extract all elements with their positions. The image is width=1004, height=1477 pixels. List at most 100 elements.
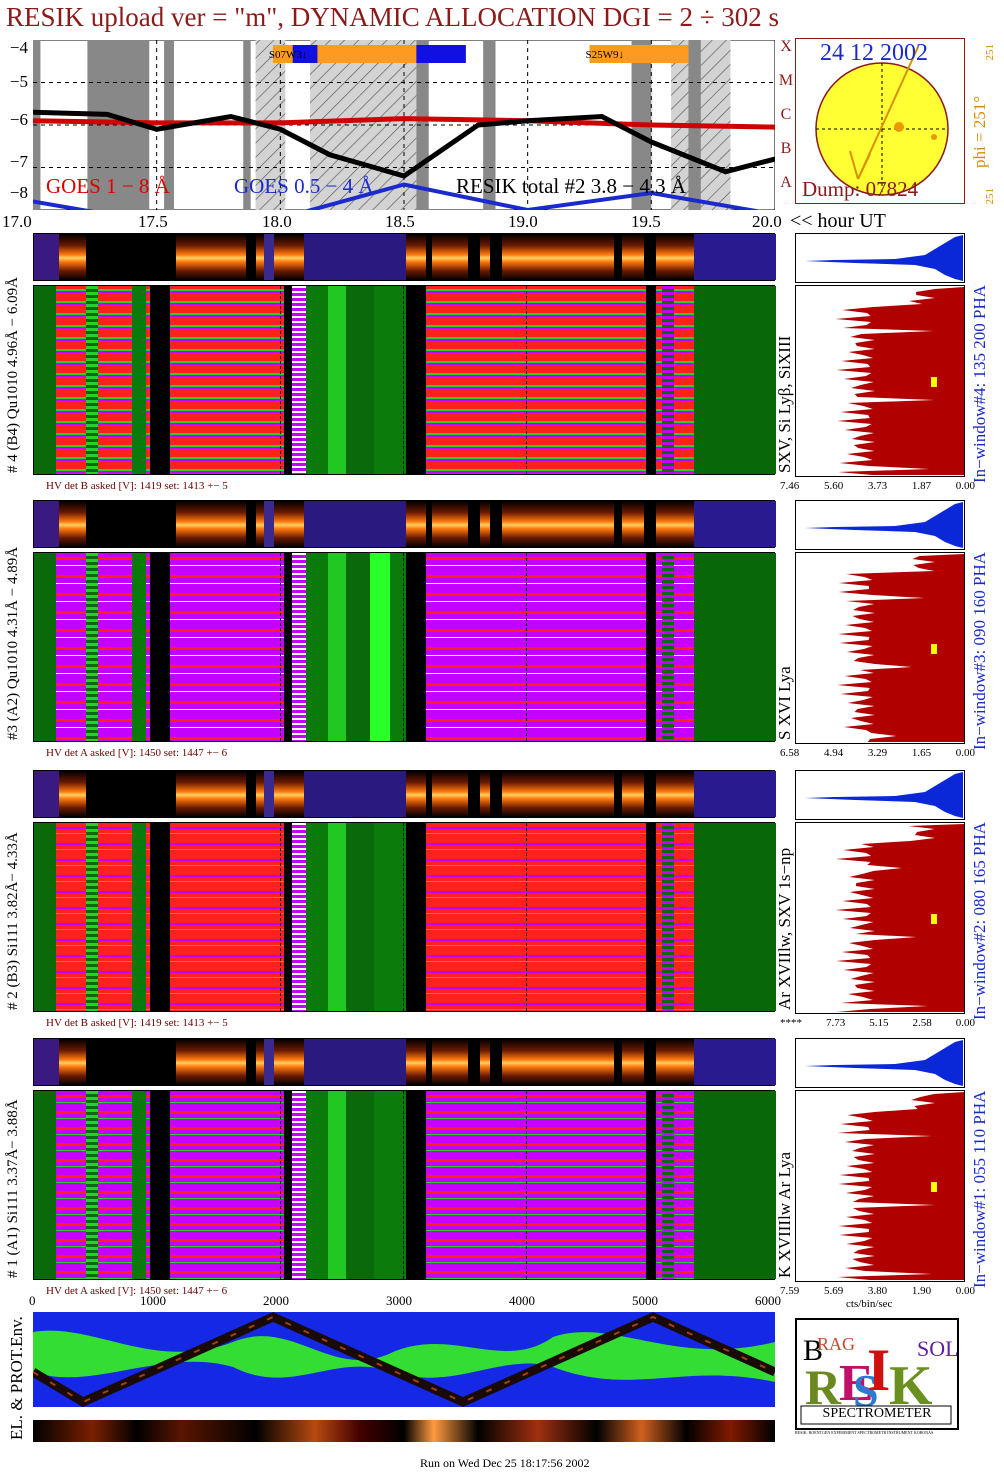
env-y-label: EL. & PROT.Env. bbox=[7, 1316, 26, 1440]
map-segment bbox=[328, 553, 346, 741]
resik-logo: B RAG R E S I K SOLAR SPECTROMETER bbox=[795, 1318, 989, 1430]
gridline bbox=[157, 1091, 158, 1279]
env-xtick: 1000 bbox=[140, 1293, 166, 1308]
spectrum-axis-tick: 7.73 bbox=[826, 1017, 846, 1029]
spectrum-axis: 6.58 4.94 3.29 1.65 0.00 bbox=[780, 747, 975, 759]
goes-ytick: −6 bbox=[9, 110, 28, 129]
series-line bbox=[33, 116, 775, 130]
window-label: In−window#4: 135 200 PHA bbox=[970, 284, 989, 483]
goes-ytick: −7 bbox=[9, 152, 28, 171]
strip-segment bbox=[644, 771, 656, 817]
strip-segment bbox=[614, 234, 622, 280]
legend-goes-1-8: GOES 1 − 8 Å bbox=[46, 174, 170, 198]
detector-label: # 1 (A1) Si111 3.37Å− 3.88Å bbox=[5, 1099, 21, 1278]
strip-segment bbox=[264, 234, 274, 280]
spectral-line-label: S XVI Lya bbox=[775, 666, 794, 740]
gridline bbox=[526, 553, 527, 741]
gridline bbox=[280, 1091, 281, 1279]
flare-class-letter: B bbox=[780, 140, 792, 157]
map-segment bbox=[150, 553, 170, 741]
map-segment bbox=[34, 286, 56, 474]
strip-segment bbox=[304, 234, 406, 280]
detector-label: # 4 (B4) Qu1010 4.96Å − 6.09Å bbox=[5, 277, 21, 473]
flare-class-letter: C bbox=[780, 106, 792, 123]
map-segment bbox=[132, 553, 146, 741]
pha-histogram bbox=[795, 500, 965, 550]
gridline bbox=[280, 823, 281, 1011]
gridline bbox=[649, 286, 650, 474]
resik-logo-graphic: B RAG R E S I K SOLAR bbox=[800, 1334, 989, 1425]
strip-segment bbox=[34, 234, 59, 280]
strip-segment bbox=[86, 1039, 176, 1085]
goes-xtick: 17.0 bbox=[2, 212, 32, 231]
spectrum-plot bbox=[795, 552, 965, 744]
strip-segment bbox=[468, 1039, 480, 1085]
strip-segment bbox=[246, 234, 256, 280]
map-segment bbox=[292, 553, 306, 741]
goes-xtick: 18.5 bbox=[385, 212, 415, 231]
map-segment bbox=[662, 286, 674, 474]
gridline bbox=[526, 1091, 527, 1279]
strip-segment bbox=[644, 234, 656, 280]
map-segment bbox=[328, 823, 346, 1011]
pha-histogram bbox=[795, 770, 965, 820]
map-segment bbox=[662, 1091, 674, 1279]
env-xtick: 2000 bbox=[263, 1293, 289, 1308]
gridline bbox=[403, 286, 404, 474]
goes-xtick: 19.0 bbox=[508, 212, 538, 231]
phi-angle: phi = 251° bbox=[970, 95, 989, 168]
strip-segment bbox=[694, 501, 776, 547]
map-segment bbox=[662, 553, 674, 741]
spectrum-axis-tick: 5.60 bbox=[823, 480, 844, 492]
gridline bbox=[649, 553, 650, 741]
spectrum-axis: 7.59 5.69 3.80 1.90 0.00 bbox=[780, 1285, 975, 1297]
map-segment bbox=[694, 823, 776, 1011]
window-label: In−window#2: 080 165 PHA bbox=[970, 821, 989, 1020]
goes-xtick: 17.5 bbox=[138, 212, 168, 231]
spectrum-strip bbox=[33, 233, 776, 281]
strip-segment bbox=[426, 771, 432, 817]
gridline bbox=[526, 286, 527, 474]
gridline bbox=[157, 286, 158, 474]
spectrum-plot bbox=[795, 285, 965, 477]
window-label: In−window#3: 090 160 PHA bbox=[970, 551, 989, 750]
env-xtick: 5000 bbox=[632, 1293, 658, 1308]
map-segment bbox=[292, 286, 306, 474]
strip-segment bbox=[614, 771, 622, 817]
strip-segment bbox=[426, 501, 432, 547]
map-segment bbox=[306, 1091, 328, 1279]
map-segment bbox=[346, 553, 374, 741]
spectrum-axis-tick: 7.59 bbox=[780, 1285, 800, 1297]
map-segment bbox=[346, 286, 374, 474]
page-title: RESIK upload ver = "m", DYNAMIC ALLOCATI… bbox=[6, 2, 780, 32]
pha-histogram bbox=[795, 233, 965, 283]
map-segment bbox=[646, 823, 656, 1011]
strip-segment bbox=[468, 771, 480, 817]
svg-text:SOLAR: SOLAR bbox=[917, 1336, 957, 1361]
strip-segment bbox=[614, 1039, 622, 1085]
spectrum-axis-tick: 7.46 bbox=[780, 480, 800, 492]
map-segment bbox=[34, 553, 56, 741]
map-segment bbox=[346, 823, 374, 1011]
map-segment bbox=[306, 823, 328, 1011]
active-region-bar bbox=[589, 45, 689, 63]
spectrum-axis-tick: 1.87 bbox=[911, 480, 932, 492]
map-segment bbox=[292, 1091, 306, 1279]
map-segment bbox=[694, 286, 776, 474]
goes-ytick: −8 bbox=[9, 183, 28, 202]
map-segment bbox=[150, 286, 170, 474]
spectrum-axis-tick: 5.69 bbox=[823, 1285, 844, 1297]
phi-bottom: 251 bbox=[984, 188, 996, 205]
map-segment bbox=[406, 1091, 410, 1279]
spectra-unit: cts/bin/sec bbox=[846, 1298, 893, 1310]
intensity-map bbox=[33, 285, 776, 475]
strip-segment bbox=[694, 771, 776, 817]
env-xtick: 4000 bbox=[509, 1293, 535, 1308]
goes-light-curve: S07W3↓ S25W9↓ bbox=[33, 40, 775, 210]
logo-spectrometer: SPECTROMETER bbox=[822, 1406, 932, 1421]
strip-segment bbox=[86, 771, 176, 817]
intensity-map bbox=[33, 1090, 776, 1280]
strip-segment bbox=[304, 771, 406, 817]
hv-readout: HV det B asked [V]: 1419 set: 1413 +− 5 bbox=[46, 1017, 228, 1029]
strip-segment bbox=[490, 234, 502, 280]
